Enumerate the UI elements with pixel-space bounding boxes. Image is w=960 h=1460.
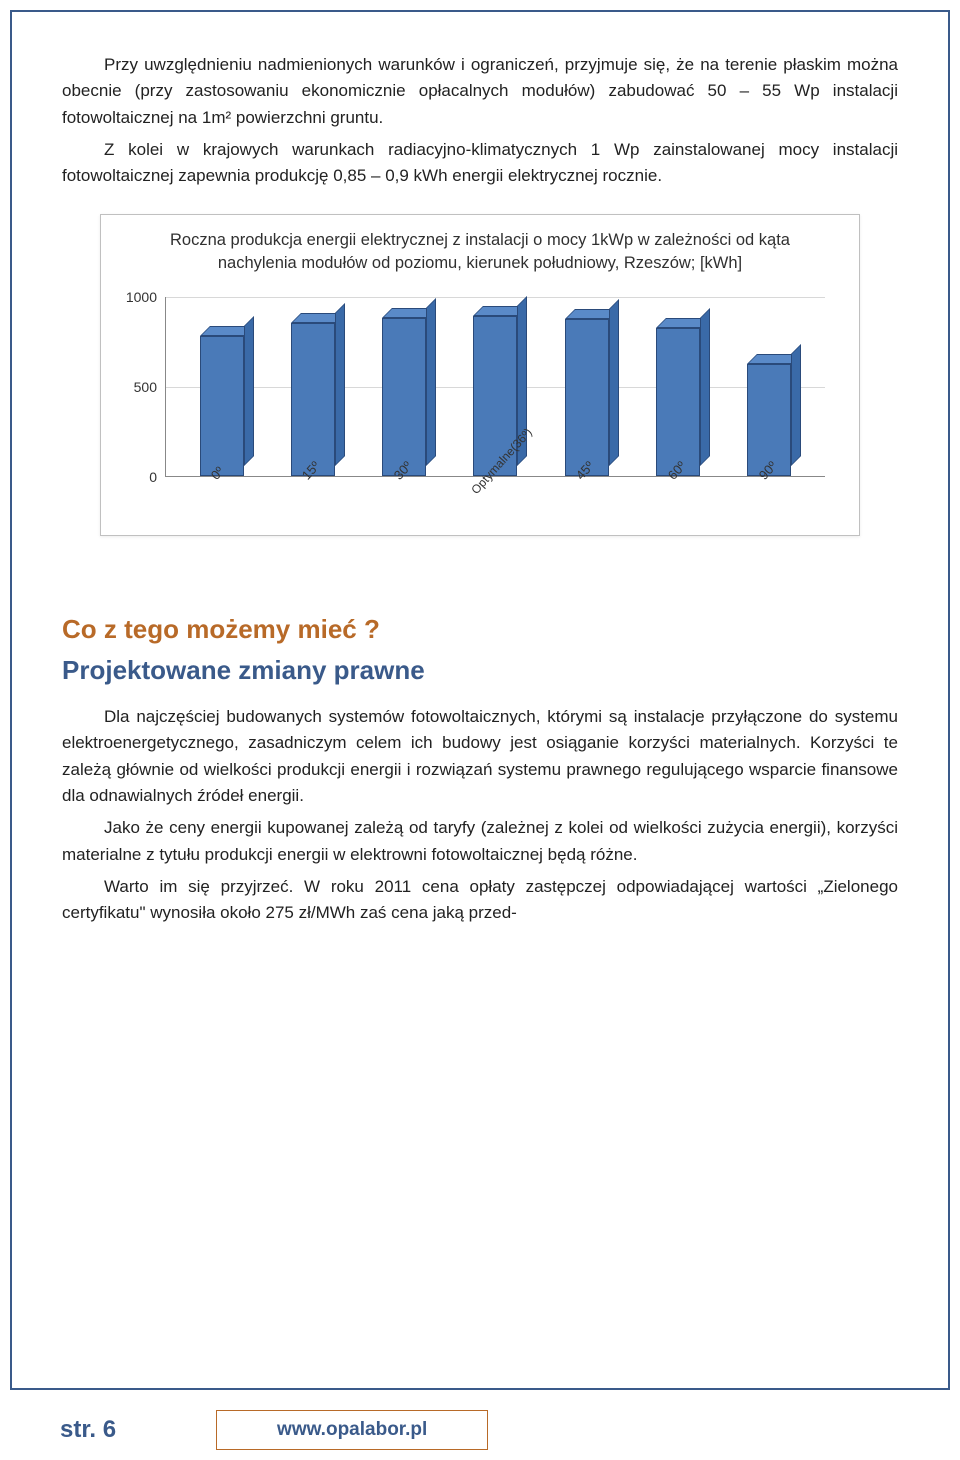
heading-possibilities: Co z tego możemy mieć ? [62,614,898,645]
chart-plot [165,297,825,477]
chart-x-labels: 0º15º30ºOptymalne(36º)45º60º90º [165,489,825,504]
ytick-0: 0 [149,469,157,485]
paragraph-4: Jako że ceny energii kupowanej zależą od… [62,815,898,868]
chart-bar [559,319,615,476]
paragraph-3: Dla najczęściej budowanych systemów foto… [62,704,898,809]
chart-container: Roczna produkcja energii elektrycznej z … [100,214,860,536]
chart-bar [376,318,432,476]
chart-bar [285,323,341,476]
chart-bar [650,328,706,476]
ytick-500: 500 [134,379,157,395]
chart-bars [166,297,825,476]
chart-y-axis: 1000 500 0 [115,297,163,477]
chart-plot-area: 1000 500 0 0º15º30ºOptymalne(36º)45º60º9… [165,297,835,527]
chart-bar [194,336,250,476]
chart-title: Roczna produkcja energii elektrycznej z … [145,229,815,275]
footer-url-box: www.opalabor.pl [216,1410,488,1450]
paragraph-5: Warto im się przyjrzeć. W roku 2011 cena… [62,874,898,927]
heading-legal-changes: Projektowane zmiany prawne [62,655,898,686]
page-footer: str. 6 www.opalabor.pl [60,1410,950,1450]
page-border: Przy uwzględnieniu nadmienionych warunkó… [10,10,950,1390]
ytick-1000: 1000 [126,289,157,305]
page-number: str. 6 [60,1416,116,1444]
paragraph-2: Z kolei w krajowych warunkach radiacyjno… [62,137,898,190]
paragraph-1: Przy uwzględnieniu nadmienionych warunkó… [62,52,898,131]
